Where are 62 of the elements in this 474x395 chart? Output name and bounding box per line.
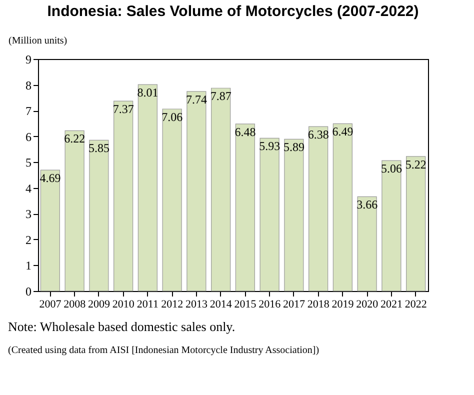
x-tick-label: 2007	[39, 298, 62, 310]
data-label: 7.37	[112, 102, 134, 116]
y-tick-label: 2	[26, 232, 32, 247]
bar	[114, 100, 134, 292]
bar	[382, 160, 402, 292]
data-label: 5.89	[283, 140, 304, 154]
data-label: 7.74	[186, 92, 207, 106]
y-tick-label: 6	[26, 130, 32, 144]
x-tick-label: 2019	[332, 298, 354, 310]
text: (Created using data from AISI [Indonesian Motorcycle Industry Association])	[8, 345, 320, 356]
bar	[138, 84, 158, 292]
data-label: 5.22	[405, 157, 426, 172]
x-tick-label: 2018	[307, 298, 330, 310]
bar	[332, 123, 352, 292]
y-tick-label: 5	[26, 156, 32, 170]
data-label: 5.06	[380, 162, 402, 176]
data-label: 6.48	[234, 124, 256, 139]
chart-title: Indonesia: Sales Volume of Motorcycles (2007-2022)	[47, 3, 419, 20]
bar	[40, 170, 60, 292]
bar	[64, 130, 84, 292]
x-tick-label: 2008	[64, 298, 86, 310]
data-label: 7.06	[162, 110, 183, 124]
data-label: 7.87	[210, 89, 232, 104]
bar	[406, 156, 426, 292]
x-tick-label: 2021	[380, 298, 402, 310]
data-label: 3.66	[356, 198, 378, 212]
bar	[357, 196, 377, 292]
data-label: 8.01	[137, 86, 158, 100]
data-label: 6.22	[64, 132, 86, 146]
bar	[162, 108, 182, 292]
y-tick-label: 3	[26, 207, 32, 222]
x-tick-label: 2022	[404, 298, 427, 310]
bar	[260, 138, 280, 292]
x-tick-label: 2017	[282, 298, 306, 310]
x-tick-label: 2016	[258, 298, 282, 310]
x-tick-label: 2013	[185, 298, 208, 310]
bar	[284, 138, 304, 292]
y-tick-label: 7	[26, 104, 32, 118]
bar	[211, 88, 231, 292]
text: Note: Wholesale based domestic sales only.	[8, 319, 236, 334]
y-tick-label: 8	[26, 78, 32, 92]
data-label: 6.38	[308, 128, 329, 142]
x-tick-label: 2010	[112, 298, 135, 310]
y-tick-label: 1	[26, 258, 32, 273]
y-tick-label: 0	[26, 284, 32, 298]
data-label: 6.49	[332, 124, 354, 139]
data-label: 5.93	[259, 139, 280, 154]
x-tick-label: 2014	[210, 298, 232, 310]
x-tick-label: 2009	[88, 298, 110, 310]
y-axis-title: (Million units)	[8, 36, 68, 46]
x-tick-label: 2011	[136, 298, 158, 310]
bar	[89, 140, 109, 292]
y-tick-label: 4	[26, 181, 32, 196]
data-label: 4.69	[40, 171, 61, 186]
bar	[235, 124, 255, 292]
x-tick-label: 2012	[161, 298, 184, 310]
y-tick-label: 9	[26, 52, 32, 66]
data-label: 5.85	[88, 141, 110, 156]
x-tick-label: 2020	[356, 298, 379, 310]
bar	[308, 126, 328, 292]
x-tick-label: 2015	[234, 298, 257, 310]
bar	[186, 91, 206, 292]
